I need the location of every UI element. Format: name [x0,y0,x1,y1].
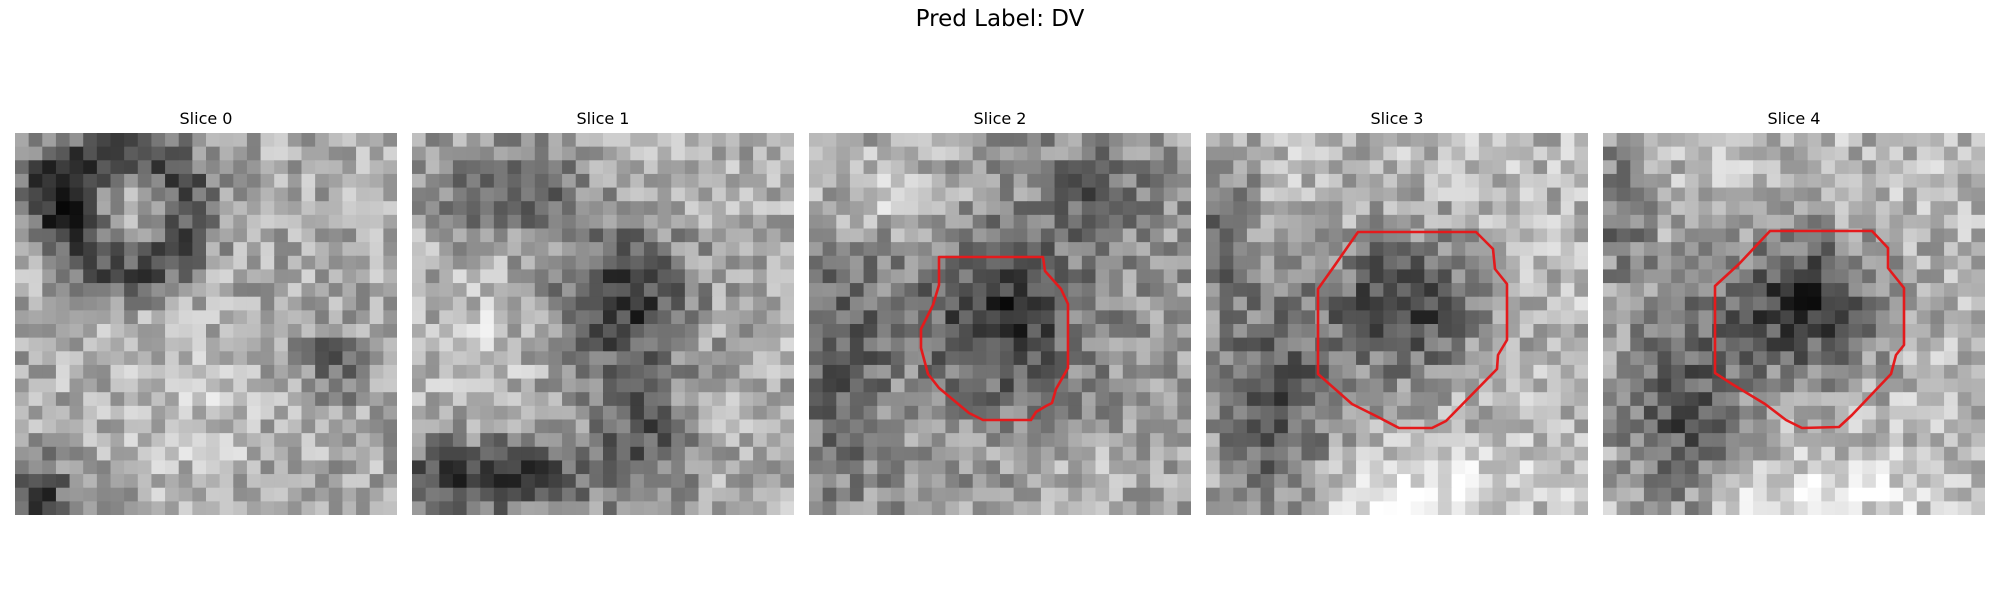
slice-title: Slice 4 [1767,109,1821,128]
figure-title: Pred Label: DV [915,6,1085,32]
slice-panel-4: Slice 4 [1603,108,1985,515]
slice-title: Slice 3 [1370,109,1424,128]
slice-panel-3: Slice 3 [1206,108,1588,515]
slice-panel-0: Slice 0 [15,108,397,515]
slice-image-0 [15,133,397,515]
slice-canvas-0 [15,133,397,515]
segmentation-contour [1713,229,1906,430]
pixel-grid [15,133,397,515]
slice-image-3 [1206,133,1588,515]
pixel-grid [1603,133,1985,515]
slice-title: Slice 0 [179,109,233,128]
pixel-grid [412,133,794,515]
slice-image-1 [412,133,794,515]
pixel-grid [809,133,1191,515]
slice-canvas-1 [412,133,794,515]
slice-panel-2: Slice 2 [809,108,1191,515]
slice-canvas-2 [809,133,1191,515]
slice-title: Slice 1 [576,109,630,128]
pixel-grid [1206,133,1588,515]
segmentation-contour [1316,230,1509,430]
slice-image-2 [809,133,1191,515]
slice-canvas-4 [1603,133,1985,515]
segmentation-contour [919,255,1070,422]
slice-title: Slice 2 [973,109,1027,128]
slice-panel-1: Slice 1 [412,108,794,515]
slice-canvas-3 [1206,133,1588,515]
slice-image-4 [1603,133,1985,515]
